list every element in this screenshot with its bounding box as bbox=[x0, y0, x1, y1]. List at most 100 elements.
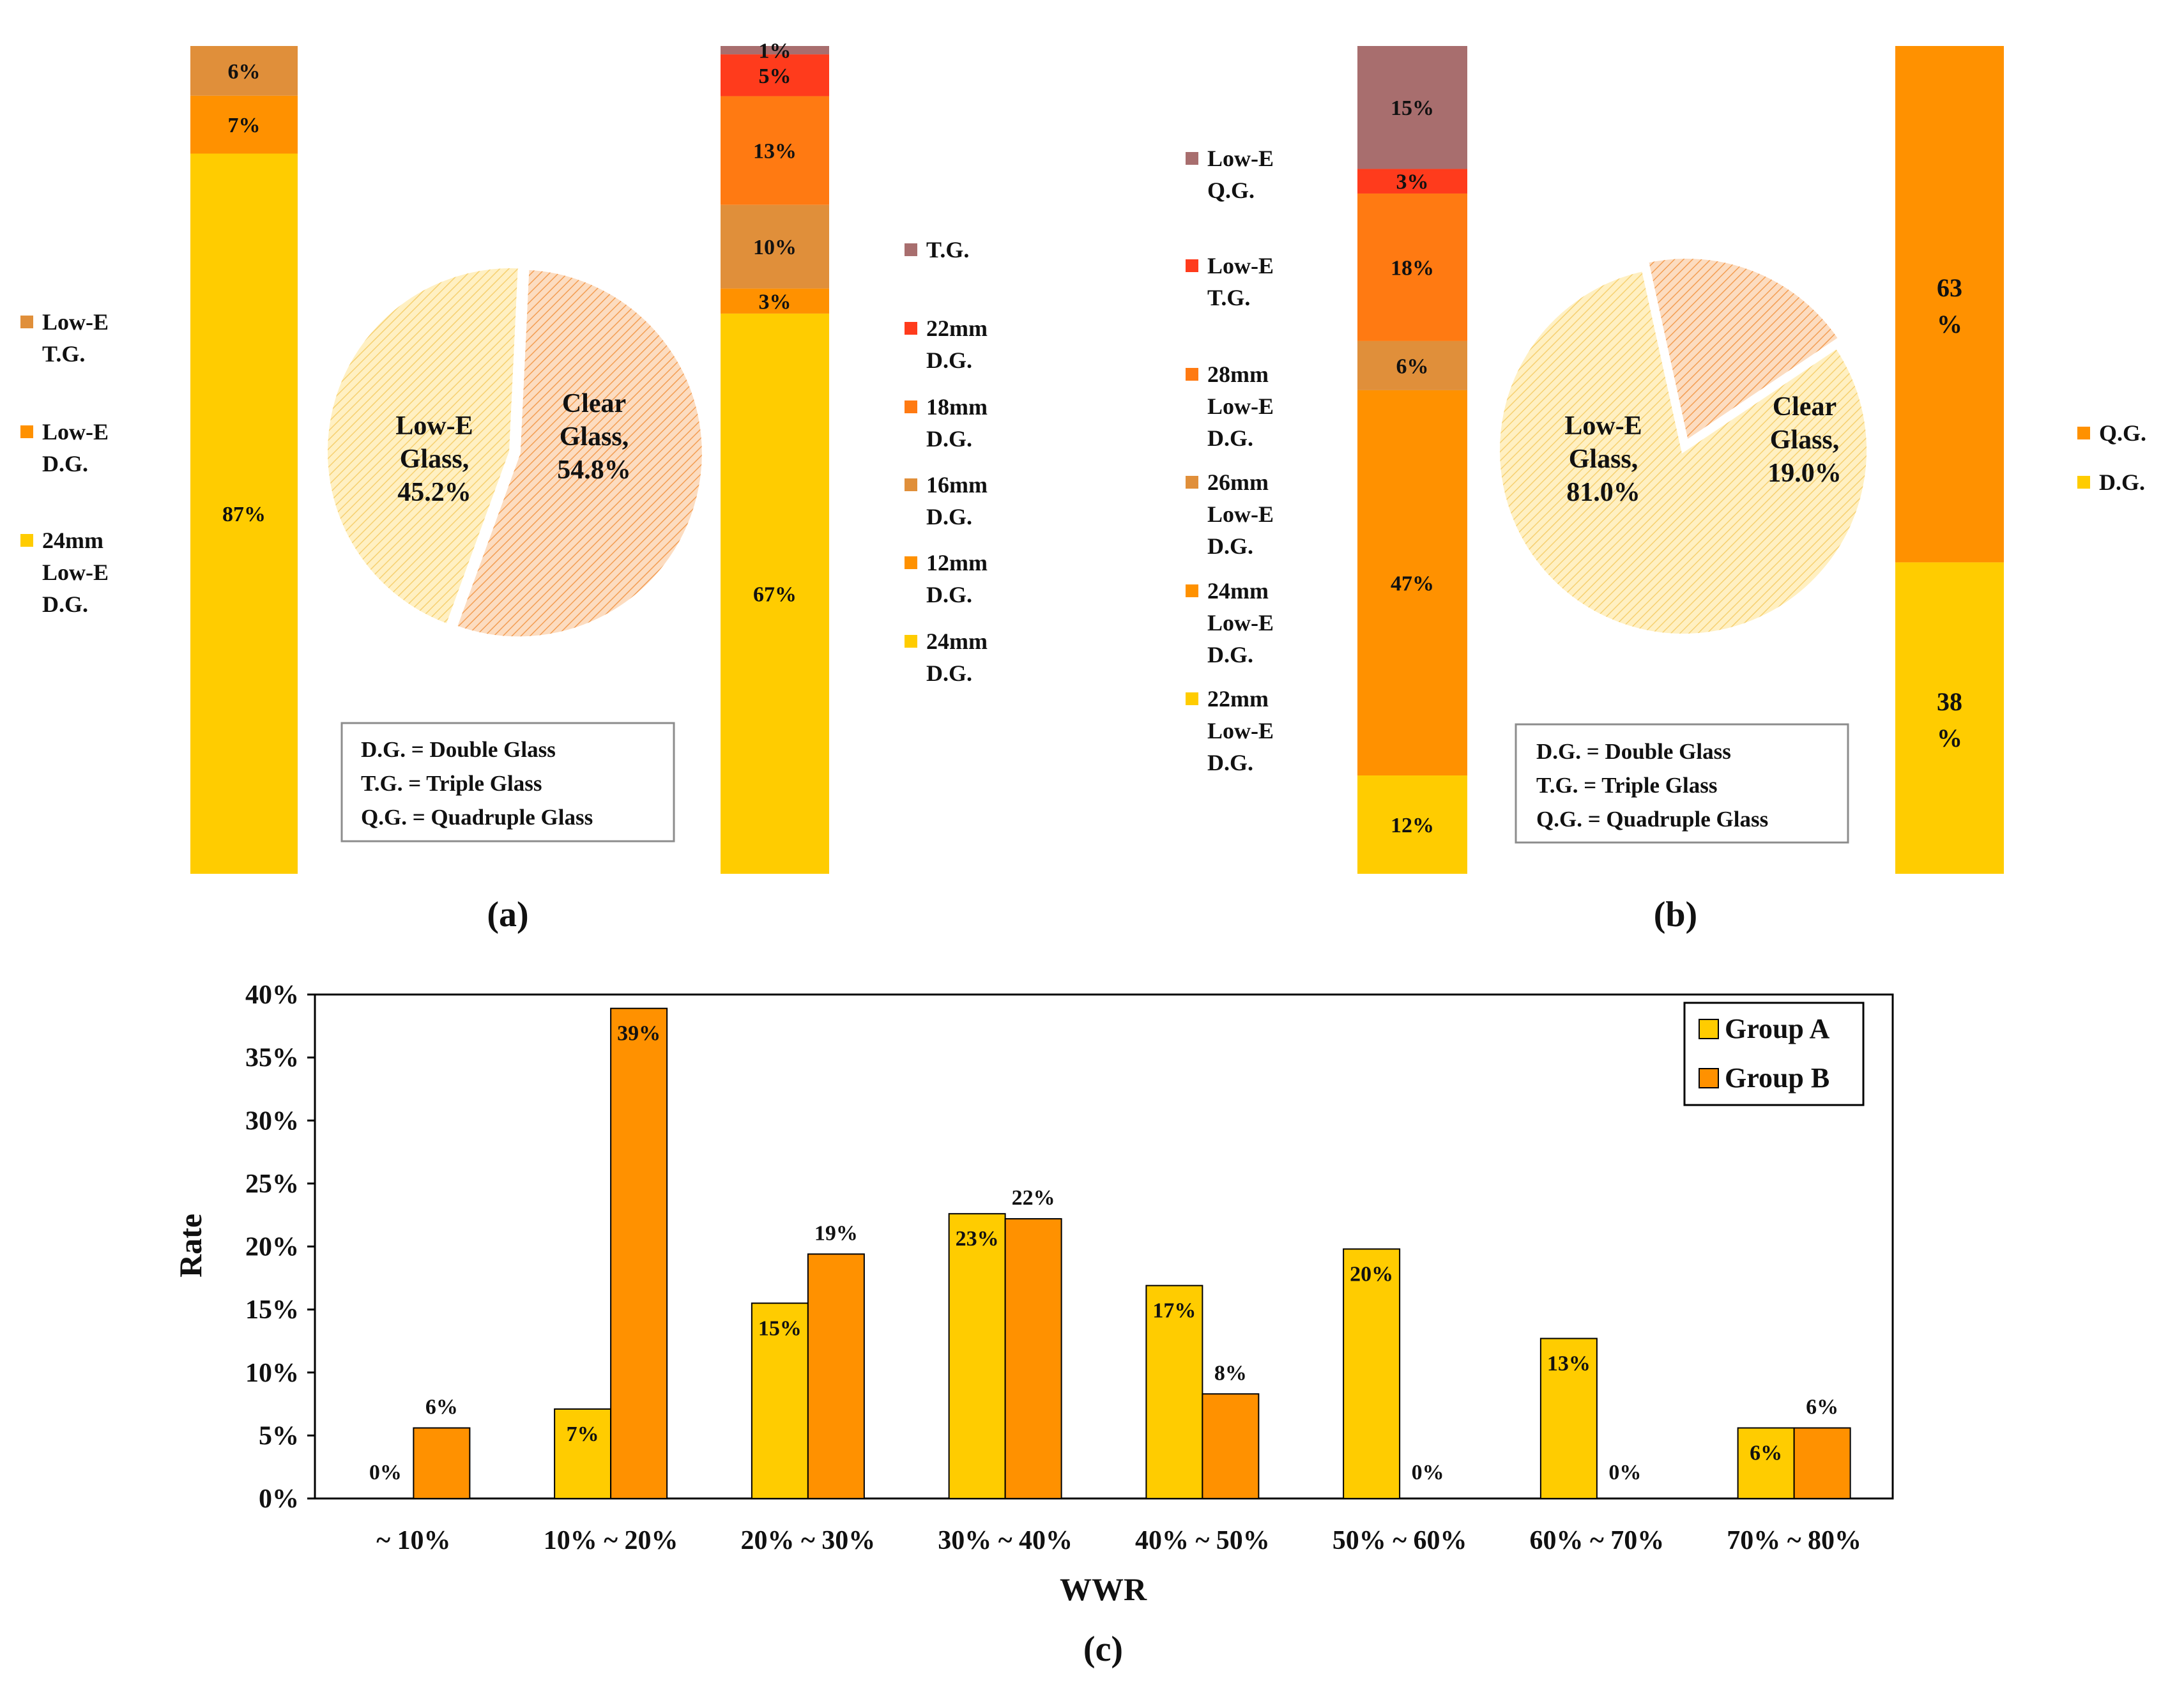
panel-b-pie-slice-label: Low-E bbox=[1564, 411, 1642, 441]
y-tick-label: 10% bbox=[245, 1359, 299, 1388]
legend-swatch-group-a bbox=[1699, 1019, 1719, 1039]
panel-b-left-legend-label: D.G. bbox=[1207, 533, 1253, 559]
panel-b-pie-slice-label: 19.0% bbox=[1768, 459, 1842, 488]
x-tick-label: 70% ~ 80% bbox=[1727, 1526, 1861, 1555]
panel-a-left-legend-label: Low-E bbox=[42, 560, 109, 585]
bar-group-b bbox=[807, 1253, 865, 1499]
panel-b: D.G. = Double Glass T.G. = Triple Glass … bbox=[1515, 723, 1849, 934]
panel-a-left-legend-label: 24mm bbox=[42, 528, 103, 553]
panel-a-right-bar-segment bbox=[721, 288, 829, 314]
bar-data-label: 19% bbox=[814, 1221, 858, 1245]
bar-data-label: 23% bbox=[956, 1227, 999, 1251]
panel-a-right-legend-swatch bbox=[905, 400, 917, 413]
panel-b-left-bar-segment-label: 6% bbox=[1396, 355, 1429, 378]
panel-a-note-box: D.G. = Double Glass T.G. = Triple Glass … bbox=[340, 722, 675, 842]
panel-b-note-line: D.G. = Double Glass bbox=[1536, 739, 1731, 764]
panel-b-left-legend-label: Low-E bbox=[1207, 718, 1274, 743]
panel-b-note-line: Q.G. = Quadruple Glass bbox=[1536, 807, 1768, 832]
x-tick-label: 20% ~ 30% bbox=[740, 1526, 875, 1555]
panel-a-right-legend-swatch bbox=[905, 556, 917, 569]
panel-a-right-bar-segment-label: 3% bbox=[759, 290, 791, 314]
panel-a-right-bar-segment bbox=[721, 96, 829, 205]
panel-a-left-bar-segment-label: 87% bbox=[222, 503, 266, 526]
panel-a-left-legend-label: T.G. bbox=[42, 341, 85, 367]
panel-b-right-legend-label: Q.G. bbox=[2099, 420, 2146, 446]
panel-a-pie-slice-label: Low-E bbox=[395, 411, 473, 441]
panel-b-pie-slice-label: Glass, bbox=[1770, 425, 1840, 455]
panel-b-left-legend-swatch bbox=[1186, 152, 1198, 165]
panel-a-pie-slice bbox=[324, 264, 522, 629]
bar-group-a bbox=[554, 1408, 612, 1499]
panel-a-right-legend-swatch bbox=[905, 635, 917, 648]
bar-data-label: 13% bbox=[1547, 1352, 1591, 1375]
panel-c-caption: (c) bbox=[1083, 1629, 1123, 1669]
panel-a-left-legend-label: D.G. bbox=[42, 591, 88, 617]
panel-a-right-legend-label: T.G. bbox=[926, 237, 969, 263]
panel-b-left-bar-segment-label: 3% bbox=[1396, 171, 1429, 194]
legend-label-group-a: Group A bbox=[1725, 1013, 1829, 1044]
panel-a-pie-slice-label: 54.8% bbox=[557, 455, 631, 485]
y-tick-label: 40% bbox=[245, 980, 299, 1010]
panel-b-left-legend-label: 28mm bbox=[1207, 362, 1269, 387]
panel-b-left-legend-label: Q.G. bbox=[1207, 178, 1255, 203]
panel-a-right-legend-label: 18mm bbox=[926, 394, 988, 420]
panel-a-right-legend-label: 12mm bbox=[926, 550, 988, 576]
bar-data-label: 0% bbox=[1608, 1461, 1641, 1484]
x-tick-label: ~ 10% bbox=[376, 1526, 450, 1555]
panel-a-caption: (a) bbox=[487, 895, 528, 934]
y-tick-label: 25% bbox=[245, 1170, 299, 1199]
panel-a-right-legend-label: 24mm bbox=[926, 629, 988, 654]
panel-a-right-legend-label: D.G. bbox=[926, 504, 972, 530]
panel-b-left-bar-segment bbox=[1357, 340, 1467, 390]
panel-a-right-legend-swatch bbox=[905, 478, 917, 491]
panel-b-right-legend-label: D.G. bbox=[2099, 469, 2145, 495]
panel-a-right-bar-segment-label: 10% bbox=[753, 236, 797, 259]
legend-label-group-b: Group B bbox=[1725, 1062, 1829, 1094]
panel-b-left-bar-segment-label: 18% bbox=[1391, 256, 1434, 280]
panel-b-note-box: D.G. = Double Glass T.G. = Triple Glass … bbox=[1515, 723, 1849, 844]
panel-a-pie-slice-label: 45.2% bbox=[397, 478, 471, 507]
panel-a-left-legend-swatch bbox=[20, 534, 33, 547]
panel-b-left-legend-label: Low-E bbox=[1207, 146, 1274, 171]
bar-data-label: 0% bbox=[369, 1461, 402, 1484]
panel-b-right-bar-segment-label: % bbox=[1937, 724, 1962, 752]
x-tick-label: 60% ~ 70% bbox=[1529, 1526, 1664, 1555]
panel-a-right-bar-segment-label: 1% bbox=[759, 40, 791, 63]
panel-b-pie-slice-label: Clear bbox=[1773, 392, 1837, 422]
bar-data-label: 20% bbox=[1350, 1262, 1393, 1286]
panel-b-left-legend-label: D.G. bbox=[1207, 750, 1253, 775]
panel-a-left-bar-segment-label: 6% bbox=[228, 60, 261, 84]
bar-data-label: 0% bbox=[1412, 1461, 1444, 1484]
panel-b-pie-slice-label: Glass, bbox=[1569, 445, 1638, 474]
panel-a-right-bar-segment-label: 13% bbox=[753, 140, 797, 164]
panel-a-right-legend-label: 16mm bbox=[926, 472, 988, 498]
panel-a-right-legend-swatch bbox=[905, 243, 917, 256]
panel-b-right-legend-swatch bbox=[2077, 476, 2090, 489]
panel-a-right-legend-label: D.G. bbox=[926, 426, 972, 452]
panel-a-right-legend-label: D.G. bbox=[926, 582, 972, 607]
panel-a-pie-slice-label: Glass, bbox=[560, 422, 629, 452]
bar-data-label: 6% bbox=[1750, 1442, 1782, 1465]
plot-area bbox=[314, 993, 1894, 1500]
panel-b-pie-slice bbox=[1496, 267, 1870, 637]
panel-a-right-bar-segment bbox=[721, 204, 829, 289]
panel-b-left-legend-label: D.G. bbox=[1207, 642, 1253, 667]
bar-data-label: 6% bbox=[1806, 1396, 1838, 1419]
panel-b-caption: (b) bbox=[1654, 895, 1697, 934]
panel-b-right-bar-segment bbox=[1895, 562, 2004, 874]
panel-a-right-legend-label: D.G. bbox=[926, 660, 972, 686]
panel-b-left-legend-label: Low-E bbox=[1207, 501, 1274, 527]
panel-b-note-line: T.G. = Triple Glass bbox=[1536, 773, 1717, 798]
panel-a-note-line: D.G. = Double Glass bbox=[361, 737, 556, 762]
legend-swatch-group-b bbox=[1699, 1068, 1719, 1088]
panel-b-left-legend-swatch bbox=[1186, 259, 1198, 272]
y-tick-label: 30% bbox=[245, 1106, 299, 1136]
bar-group-a bbox=[1343, 1248, 1401, 1499]
x-tick-label: 50% ~ 60% bbox=[1333, 1526, 1467, 1555]
panel-a-left-legend-swatch bbox=[20, 316, 33, 328]
bar-group-a bbox=[948, 1213, 1006, 1499]
panel-b-left-legend-label: D.G. bbox=[1207, 425, 1253, 451]
bar-group-b bbox=[1793, 1427, 1851, 1500]
bar-data-label: 15% bbox=[758, 1316, 802, 1340]
panel-a-right-legend-label: D.G. bbox=[926, 347, 972, 373]
